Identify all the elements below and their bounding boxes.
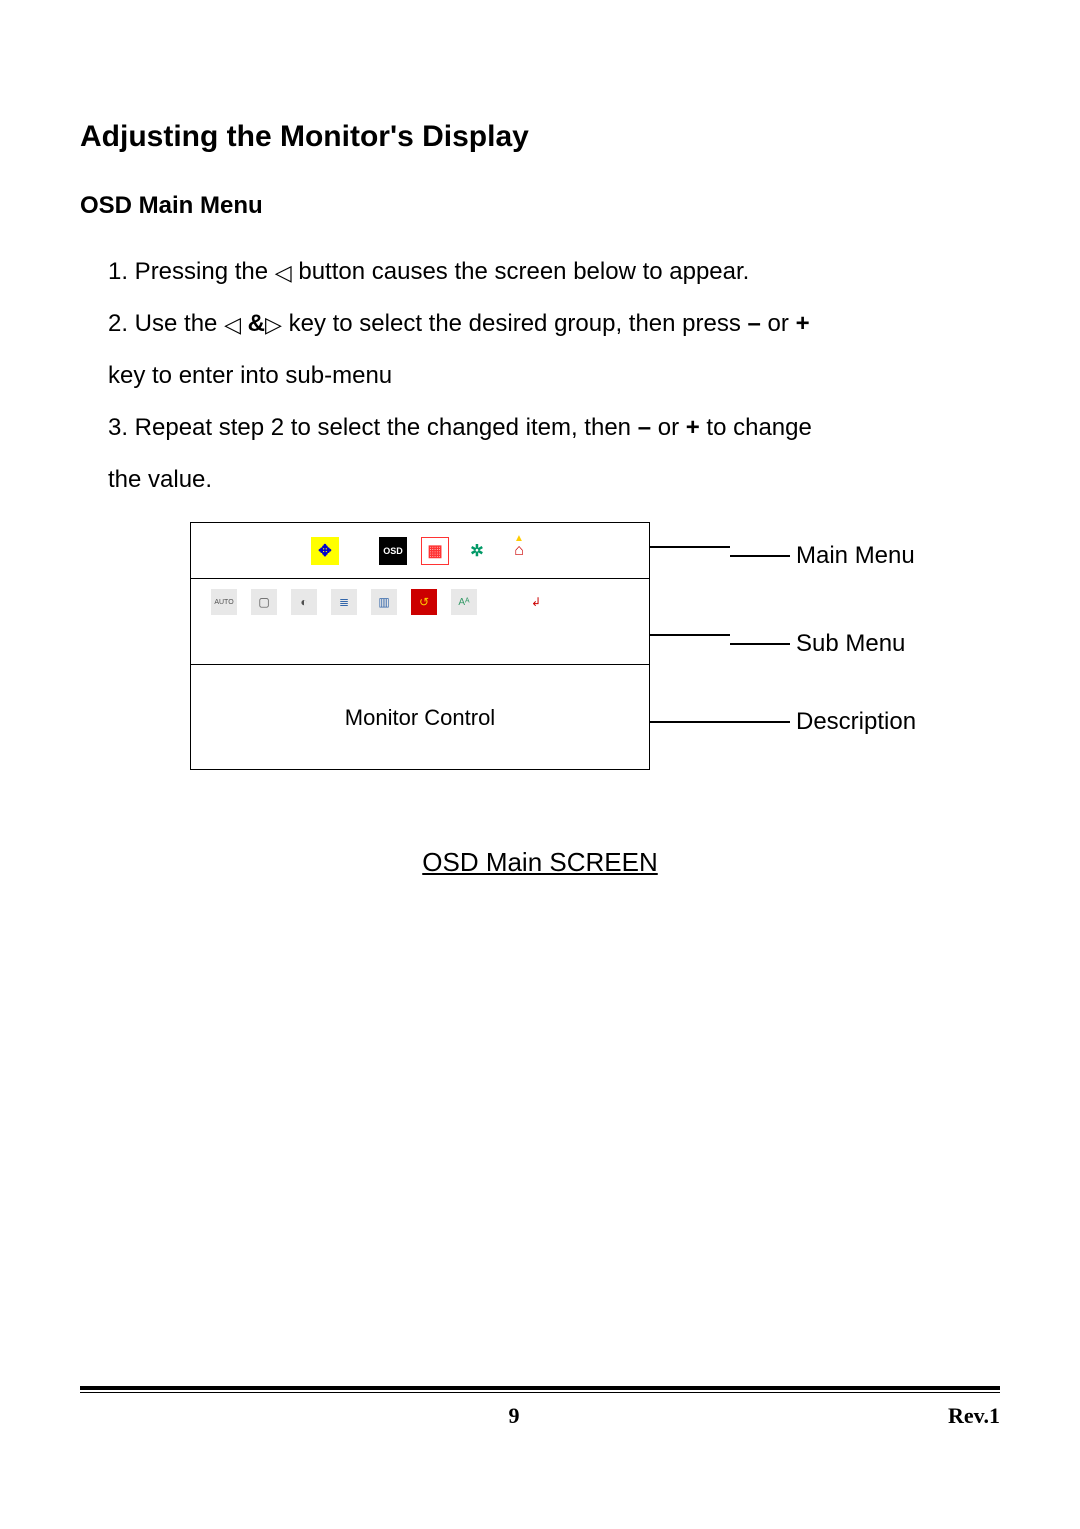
triangle-left-icon: ◁ <box>224 314 241 336</box>
page-footer: 9 Rev.1 <box>80 1386 1000 1429</box>
step2-text-c: key to enter into sub-menu <box>108 352 1000 400</box>
osd-box: ✥ OSD ▦ ✲ ⌂▲ AUTO ▢ ◐ ≣ ▥ ↺ Aᴬ ↲ Monitor Control <box>190 522 650 770</box>
exit-icon: ↲ <box>523 589 549 615</box>
callout-line <box>730 643 790 645</box>
section-title: Adjusting the Monitor's Display <box>80 120 1000 154</box>
triangle-left-icon: ◁ <box>275 262 292 284</box>
plus-key: + <box>686 414 700 441</box>
step3-text-b: to change <box>700 414 812 441</box>
home-icon: ⌂▲ <box>505 537 533 565</box>
osd-sub-menu-row: AUTO ▢ ◐ ≣ ▥ ↺ Aᴬ ↲ <box>191 579 649 665</box>
accent-icon: ▲ <box>514 533 524 544</box>
osd-diagram: ✥ OSD ▦ ✲ ⌂▲ AUTO ▢ ◐ ≣ ▥ ↺ Aᴬ ↲ Monitor Control Ma… <box>190 522 1000 782</box>
step3-text-a: 3. Repeat step 2 to select the changed i… <box>108 414 638 441</box>
list-icon: ≣ <box>331 589 357 615</box>
callout-line <box>650 634 730 636</box>
osd-caption: OSD Main SCREEN <box>80 847 1000 878</box>
callout-label-main: Main Menu <box>790 542 915 570</box>
page-number: 9 <box>509 1403 520 1429</box>
osd-description-text: Monitor Control <box>345 705 495 731</box>
position-icon: ✥ <box>311 537 339 565</box>
osd-icon: OSD <box>379 537 407 565</box>
step3-or: or <box>651 414 686 441</box>
callout-main-menu: Main Menu <box>650 542 915 570</box>
minus-key: – <box>638 414 651 441</box>
callout-line <box>730 555 790 557</box>
text-icon: Aᴬ <box>451 589 477 615</box>
step2-text-a: 2. Use the <box>108 310 224 337</box>
step2-text-b: key to select the desired group, then pr… <box>282 310 748 337</box>
callout-label-desc: Description <box>790 708 916 736</box>
instructions-block: 1. Pressing the ◁ button causes the scre… <box>108 248 1000 504</box>
callout-line <box>650 546 730 548</box>
osd-main-menu-row: ✥ OSD ▦ ✲ ⌂▲ <box>191 523 649 579</box>
tools-icon: ✲ <box>463 537 491 565</box>
osd-description-row: Monitor Control <box>191 665 649 771</box>
callout-label-sub: Sub Menu <box>790 630 905 658</box>
footer-rule-thick <box>80 1386 1000 1390</box>
grid-icon: ▦ <box>421 537 449 565</box>
contrast-icon: ◐ <box>291 589 317 615</box>
step3-text-c: the value. <box>108 456 1000 504</box>
ampersand: & <box>248 310 265 337</box>
subsection-title: OSD Main Menu <box>80 192 1000 220</box>
callout-description: Description <box>650 708 916 736</box>
callout-sub-menu: Sub Menu <box>650 630 905 658</box>
step2-or: or <box>761 310 796 337</box>
reset-icon: ↺ <box>411 589 437 615</box>
auto-icon: AUTO <box>211 589 237 615</box>
minus-key: – <box>748 310 761 337</box>
step1-text-b: button causes the screen below to appear… <box>292 258 750 285</box>
footer-rule-thin <box>80 1392 1000 1393</box>
bars-icon: ▥ <box>371 589 397 615</box>
screen-icon: ▢ <box>251 589 277 615</box>
step1-text-a: 1. Pressing the <box>108 258 275 285</box>
callout-line <box>650 721 790 723</box>
plus-key: + <box>796 310 810 337</box>
triangle-right-icon: ▷ <box>265 314 282 336</box>
revision-label: Rev.1 <box>948 1403 1000 1429</box>
